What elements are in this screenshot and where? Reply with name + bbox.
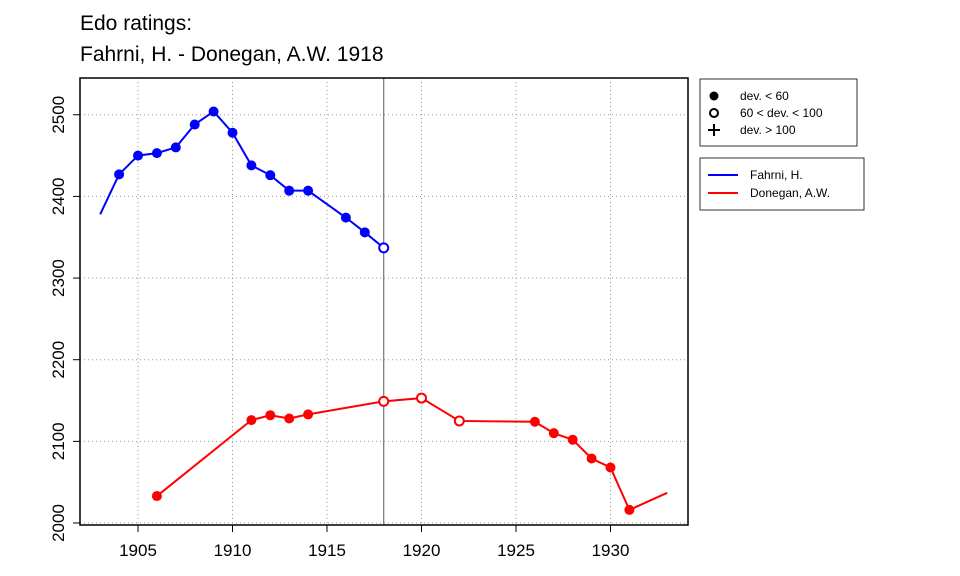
- chart-subtitle: Fahrni, H. - Donegan, A.W. 1918: [80, 43, 384, 66]
- series-legend: Fahrni, H. Donegan, A.W.: [699, 157, 865, 211]
- data-point: [586, 453, 597, 464]
- data-point-open: [416, 392, 427, 404]
- data-point: [208, 106, 219, 117]
- data-point-open: [378, 242, 390, 254]
- data-point: [189, 119, 200, 130]
- legend-label: Fahrni, H.: [750, 168, 803, 182]
- plus-icon: [708, 124, 720, 136]
- data-point: [151, 491, 162, 502]
- data-point: [133, 150, 143, 161]
- y-tick-label: 2300: [49, 259, 68, 297]
- marker-legend: dev. < 60 60 < dev. < 100 dev. > 100: [699, 78, 858, 147]
- data-point: [246, 415, 257, 426]
- data-point-open: [453, 415, 465, 427]
- x-tick-label: 1930: [592, 541, 630, 560]
- y-tick-label: 2100: [49, 422, 68, 460]
- grid: [80, 78, 688, 525]
- y-tick-label: 2200: [49, 341, 68, 379]
- legend-label: dev. < 60: [740, 89, 789, 103]
- data-point: [284, 185, 295, 196]
- data-point: [303, 185, 314, 196]
- data-point: [548, 428, 559, 439]
- x-tick-label: 1920: [403, 541, 441, 560]
- legend-label: dev. > 100: [740, 123, 796, 137]
- y-tick-label: 2400: [49, 177, 68, 215]
- data-point: [227, 127, 238, 138]
- chart-title: Edo ratings:: [80, 12, 192, 35]
- open-circle-icon: [709, 108, 719, 118]
- legend-label: Donegan, A.W.: [750, 186, 830, 200]
- data-point: [359, 227, 370, 238]
- plot-frame: [79, 77, 689, 526]
- data-point: [265, 170, 276, 181]
- data-point: [567, 434, 578, 445]
- data-point: [151, 148, 162, 159]
- x-tick-label: 1915: [308, 541, 346, 560]
- data-point: [114, 169, 125, 180]
- legend-label: 60 < dev. < 100: [740, 106, 823, 120]
- y-tick-label: 2500: [49, 96, 68, 134]
- data-point: [284, 413, 295, 424]
- data-point: [340, 212, 351, 223]
- x-tick-label: 1925: [497, 541, 535, 560]
- data-point: [605, 462, 616, 473]
- x-tick-label: 1910: [214, 541, 252, 560]
- filled-circle-icon: [709, 91, 719, 101]
- data-point: [265, 410, 276, 421]
- data-point-open: [378, 395, 390, 407]
- data-point: [246, 160, 257, 171]
- y-tick-label: 2000: [49, 504, 68, 542]
- axes: 1905 1910 1915 1920 1925 1930 2000 2100 2200 2300…: [49, 96, 629, 560]
- series-line-0: [99, 110, 385, 249]
- data-point: [624, 504, 635, 515]
- series-group: [99, 106, 668, 515]
- data-point: [303, 409, 314, 420]
- data-point: [170, 142, 181, 153]
- data-point: [529, 416, 540, 427]
- x-tick-label: 1905: [119, 541, 157, 560]
